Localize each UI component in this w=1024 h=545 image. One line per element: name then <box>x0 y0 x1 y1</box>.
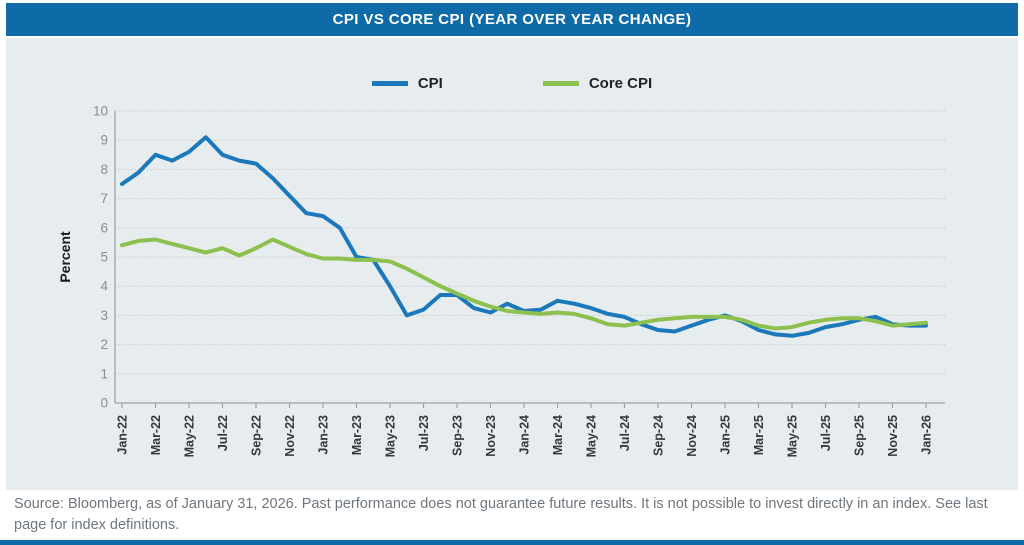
svg-text:0: 0 <box>100 396 108 411</box>
svg-text:3: 3 <box>100 308 108 323</box>
bottom-accent-bar <box>0 540 1024 545</box>
svg-text:Mar-23: Mar-23 <box>350 415 364 455</box>
series-line-cpi <box>120 135 928 338</box>
svg-text:Nov-22: Nov-22 <box>283 415 297 457</box>
svg-text:Sep-22: Sep-22 <box>250 415 264 456</box>
svg-text:May-22: May-22 <box>183 415 197 457</box>
svg-text:Jan-23: Jan-23 <box>317 415 331 455</box>
page-title: CPI VS CORE CPI (YEAR OVER YEAR CHANGE) <box>332 11 692 28</box>
svg-text:2: 2 <box>100 337 108 352</box>
svg-text:Nov-24: Nov-24 <box>685 415 699 457</box>
svg-text:Nov-25: Nov-25 <box>886 415 900 457</box>
svg-text:Sep-23: Sep-23 <box>451 415 465 456</box>
svg-text:Jul-24: Jul-24 <box>618 415 632 451</box>
chart-panel: 0 1 2 3 4 5 6 7 8 9 10 Jan-22 Mar-22 May-22 Jul-22 Sep-… <box>6 38 1018 490</box>
svg-text:Nov-23: Nov-23 <box>484 415 498 457</box>
svg-text:Mar-24: Mar-24 <box>551 415 565 455</box>
svg-text:Jan-24: Jan-24 <box>518 415 532 455</box>
svg-text:7: 7 <box>100 191 108 206</box>
series-line-core-cpi <box>120 237 928 331</box>
svg-text:May-25: May-25 <box>786 415 800 457</box>
svg-text:5: 5 <box>100 250 108 265</box>
svg-text:Jan-26: Jan-26 <box>920 415 934 455</box>
svg-text:Mar-25: Mar-25 <box>752 415 766 455</box>
source-note: Source: Bloomberg, as of January 31, 202… <box>14 496 988 534</box>
svg-text:Sep-24: Sep-24 <box>652 415 666 456</box>
y-axis-labels: 0 1 2 3 4 5 6 7 8 9 10 <box>93 104 109 411</box>
svg-text:Jan-22: Jan-22 <box>116 415 130 455</box>
svg-text:May-24: May-24 <box>585 415 599 457</box>
line-chart: 0 1 2 3 4 5 6 7 8 9 10 Jan-22 Mar-22 May-22 Jul-22 Sep-… <box>57 104 945 457</box>
axes <box>114 111 945 408</box>
gridlines <box>115 110 945 375</box>
svg-text:Jul-25: Jul-25 <box>819 415 833 451</box>
svg-text:Jul-23: Jul-23 <box>417 415 431 451</box>
svg-text:Sep-25: Sep-25 <box>853 415 867 456</box>
svg-text:1: 1 <box>100 366 108 381</box>
svg-text:Jul-22: Jul-22 <box>216 415 230 451</box>
svg-text:Jan-25: Jan-25 <box>719 415 733 455</box>
svg-text:May-23: May-23 <box>384 415 398 457</box>
svg-text:6: 6 <box>100 220 108 235</box>
svg-text:10: 10 <box>93 104 108 119</box>
svg-text:Mar-22: Mar-22 <box>149 415 163 455</box>
chart-title-bar: CPI VS CORE CPI (YEAR OVER YEAR CHANGE) <box>6 3 1018 36</box>
y-axis-title: Percent <box>57 231 73 283</box>
svg-text:8: 8 <box>100 162 108 177</box>
svg-text:9: 9 <box>100 133 108 148</box>
x-axis-labels: Jan-22 Mar-22 May-22 Jul-22 Sep-22 Nov-22 Jan-… <box>116 415 934 457</box>
svg-text:4: 4 <box>100 279 108 294</box>
